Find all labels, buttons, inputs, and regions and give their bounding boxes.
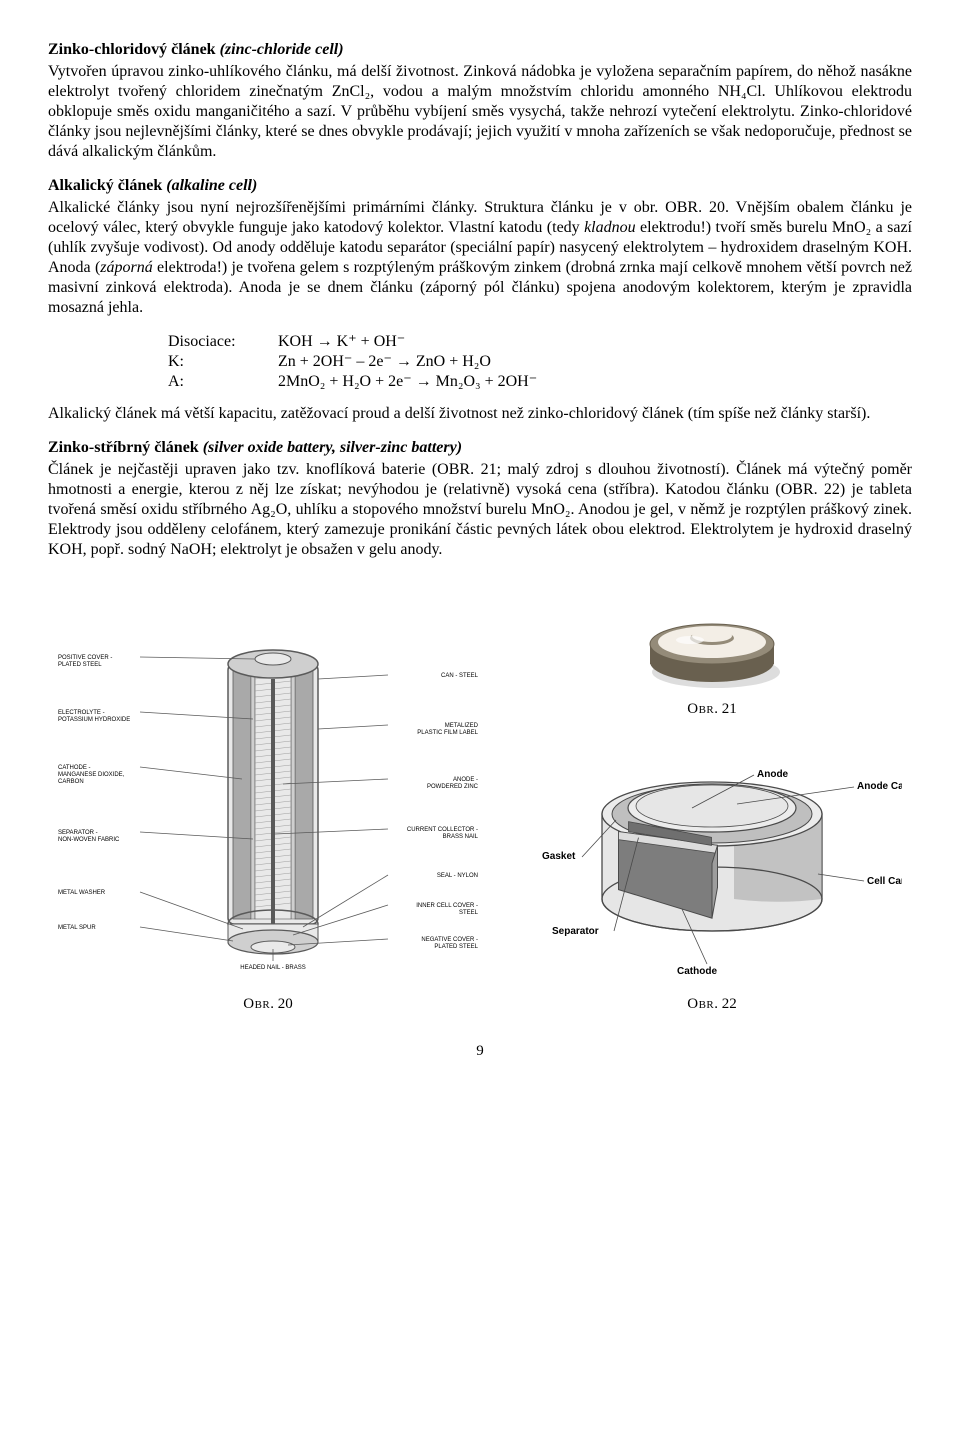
fig21-svg — [627, 584, 797, 694]
section-alkaline-tail: Alkalický článek má větší kapacitu, zatě… — [48, 404, 912, 424]
svg-text:CATHODE -: CATHODE - — [58, 765, 91, 771]
obr-ref: OBR — [437, 461, 470, 478]
caption-num: . 22 — [714, 996, 737, 1012]
svg-text:HEADED NAIL - BRASS: HEADED NAIL - BRASS — [240, 965, 305, 971]
fig20-svg: POSITIVE COVER -PLATED STEELELECTROLYTE … — [48, 609, 488, 989]
caption-sc: Obr — [243, 996, 270, 1012]
caption-sc: Obr — [687, 996, 714, 1012]
heading-silver-zinc: Zinko-stříbrný článek (silver oxide batt… — [48, 438, 912, 458]
body-zinc-chloride: Vytvořen úpravou zinko-uhlíkového článku… — [48, 62, 912, 162]
svg-text:NEGATIVE COVER -: NEGATIVE COVER - — [421, 937, 478, 943]
section-silver-zinc: Zinko-stříbrný článek (silver oxide batt… — [48, 438, 912, 560]
svg-text:CAN - STEEL: CAN - STEEL — [441, 673, 479, 679]
text: Článek je nejčastěji upraven jako tzv. k… — [48, 461, 437, 478]
equation-row: K: Zn + 2OH⁻ – 2e⁻ → ZnO + H₂O — [168, 352, 912, 372]
caption-sc: Obr — [687, 701, 714, 717]
fig22-caption: Obr. 22 — [687, 995, 737, 1014]
svg-text:SEPARATOR -: SEPARATOR - — [58, 830, 98, 836]
text: . 20. — [698, 199, 736, 216]
svg-text:PLATED STEEL: PLATED STEEL — [58, 662, 102, 668]
eq-body: KOH → K⁺ + OH⁻ — [278, 332, 405, 352]
svg-text:NON-WOVEN FABRIC: NON-WOVEN FABRIC — [58, 837, 120, 843]
svg-text:BRASS NAIL: BRASS NAIL — [443, 834, 479, 840]
heading-zinc-chloride: Zinko-chloridový článek (zinc-chloride c… — [48, 40, 912, 60]
svg-text:ANODE -: ANODE - — [453, 777, 478, 783]
obr-ref: OBR — [781, 481, 814, 498]
eq-label: K: — [168, 352, 278, 372]
svg-text:Gasket: Gasket — [542, 851, 576, 862]
svg-text:METALIZED: METALIZED — [445, 723, 479, 729]
caption-num: . 21 — [714, 701, 737, 717]
svg-text:STEEL: STEEL — [459, 910, 479, 916]
equation-block: Disociace: KOH → K⁺ + OH⁻ K: Zn + 2OH⁻ –… — [168, 332, 912, 392]
svg-text:CARBON: CARBON — [58, 779, 84, 785]
heading-bold: Zinko-stříbrný článek — [48, 439, 199, 456]
svg-text:POSITIVE COVER -: POSITIVE COVER - — [58, 655, 112, 661]
svg-text:METAL SPUR: METAL SPUR — [58, 925, 96, 931]
body-alkaline-tail: Alkalický článek má větší kapacitu, zatě… — [48, 404, 912, 424]
eq-label: Disociace: — [168, 332, 278, 352]
svg-text:INNER CELL COVER -: INNER CELL COVER - — [416, 903, 478, 909]
svg-text:ELECTROLYTE -: ELECTROLYTE - — [58, 710, 105, 716]
svg-text:Anode: Anode — [757, 769, 789, 780]
body-silver-zinc: Článek je nejčastěji upraven jako tzv. k… — [48, 460, 912, 560]
equation-row: Disociace: KOH → K⁺ + OH⁻ — [168, 332, 912, 352]
figure-20: POSITIVE COVER -PLATED STEELELECTROLYTE … — [48, 609, 488, 1014]
figures-row: POSITIVE COVER -PLATED STEELELECTROLYTE … — [48, 584, 912, 1014]
section-alkaline: Alkalický článek (alkaline cell) Alkalic… — [48, 176, 912, 318]
svg-text:Cell Can: Cell Can — [867, 876, 902, 887]
svg-text:SEAL - NYLON: SEAL - NYLON — [437, 873, 478, 879]
heading-italic: (zinc-chloride cell) — [220, 41, 344, 58]
caption-num: . 20 — [270, 996, 293, 1012]
svg-text:Cathode: Cathode — [677, 966, 717, 977]
heading-bold: Alkalický článek — [48, 177, 162, 194]
equation-row: A: 2MnO₂ + H₂O + 2e⁻ → Mn₂O₃ + 2OH⁻ — [168, 372, 912, 392]
svg-text:CURRENT COLLECTOR -: CURRENT COLLECTOR - — [407, 827, 478, 833]
svg-text:Separator: Separator — [552, 926, 599, 937]
svg-text:POTASSIUM HYDROXIDE: POTASSIUM HYDROXIDE — [58, 717, 130, 723]
section-zinc-chloride: Zinko-chloridový článek (zinc-chloride c… — [48, 40, 912, 162]
italic-kladnou: kladnou — [584, 219, 636, 236]
fig22-svg: Anode Cap Anode Cell Can Gasket Separator Cat… — [522, 759, 902, 989]
svg-text:METAL WASHER: METAL WASHER — [58, 890, 106, 896]
figure-22: Anode Cap Anode Cell Can Gasket Separator Cat… — [522, 759, 902, 1014]
heading-alkaline: Alkalický článek (alkaline cell) — [48, 176, 912, 196]
text: elektroda!) je tvořena gelem s rozptýlen… — [48, 259, 912, 316]
text: Alkalické články jsou nyní nejrozšířeněj… — [48, 199, 665, 216]
heading-italic: (alkaline cell) — [166, 177, 257, 194]
eq-body: 2MnO₂ + H₂O + 2e⁻ → Mn₂O₃ + 2OH⁻ — [278, 372, 537, 392]
fig20-caption: Obr. 20 — [243, 995, 293, 1014]
figure-21: Obr. 21 — [627, 584, 797, 719]
page-number: 9 — [48, 1042, 912, 1061]
svg-text:PLASTIC FILM LABEL: PLASTIC FILM LABEL — [417, 730, 478, 736]
svg-text:MANGANESE DIOXIDE,: MANGANESE DIOXIDE, — [58, 772, 125, 778]
body-alkaline: Alkalické články jsou nyní nejrozšířeněj… — [48, 198, 912, 318]
obr-ref: OBR — [665, 199, 698, 216]
heading-italic: (silver oxide battery, silver-zinc batte… — [203, 439, 462, 456]
fig21-caption: Obr. 21 — [687, 700, 737, 719]
svg-text:PLATED STEEL: PLATED STEEL — [434, 944, 478, 950]
eq-label: A: — [168, 372, 278, 392]
eq-body: Zn + 2OH⁻ – 2e⁻ → ZnO + H₂O — [278, 352, 491, 372]
heading-bold: Zinko-chloridový článek — [48, 41, 216, 58]
svg-text:POWDERED ZINC: POWDERED ZINC — [427, 784, 479, 790]
italic-zaporna: záporná — [100, 259, 152, 276]
svg-text:Anode Cap: Anode Cap — [857, 781, 902, 792]
